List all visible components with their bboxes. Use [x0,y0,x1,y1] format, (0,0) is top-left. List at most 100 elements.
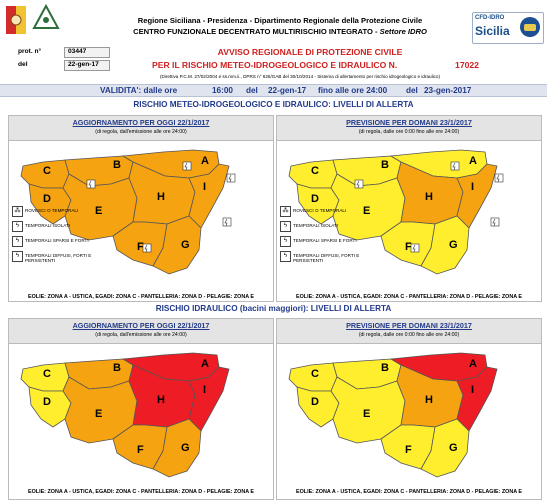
sicily-map-idro-today: A B C D E F G H I [20,352,230,478]
prot-value: 03447 [68,48,87,55]
zone-label-a: A [469,155,477,167]
rovesci-icon: ⁂ [12,206,23,217]
prot-label: prot. n° [18,48,42,55]
panel-footer: EOLIE: ZONA A - USTICA, EGADI: ZONA C - … [296,489,522,495]
logo-emblem-icon [520,17,540,37]
storm-icon [86,179,96,189]
avviso-number: 17022 [455,60,479,70]
sicily-map-idro-tomorrow: A B C D E F G H I [288,352,498,478]
del-label: del [18,61,28,68]
panel-subtitle: (di regola, dalle ore 0:00 fino alle ore… [358,129,460,135]
zone-label-d: D [43,193,51,205]
zone-label-h: H [157,394,165,406]
legend-item: ϟ TEMPORALI ISOLATI [280,219,372,234]
zone-label-i: I [471,384,474,396]
panel-meteo-tomorrow: PREVISIONE PER DOMANI 23/1/2017 (di rego… [276,115,542,302]
temporali-sparsi-icon: ϟ [12,236,23,247]
zone-i [456,163,498,229]
panel-title: AGGIORNAMENTO PER OGGI 22/1/2017 [72,321,210,330]
zone-label-e: E [95,408,102,420]
zone-label-b: B [381,159,389,171]
avviso-subtitle: PER IL RISCHIO METEO-IDROGEOLOGICO E IDR… [152,60,398,70]
validity-from-time: 16:00 [212,86,233,95]
panel-footer: EOLIE: ZONA A - USTICA, EGADI: ZONA C - … [28,489,254,495]
zone-i [456,366,498,432]
storm-icon [222,217,232,227]
panel-title: AGGIORNAMENTO PER OGGI 22/1/2017 [72,118,210,127]
cfd-idro-logo: CFD-IDRO Sicilia [472,12,544,44]
storm-icon [182,161,192,171]
zone-label-e: E [95,205,102,217]
zone-label-h: H [425,191,433,203]
storm-legend: ⁂ ROVESCI O TEMPORALI ϟ TEMPORALI ISOLATI … [12,204,104,264]
sicily-map-meteo-tomorrow: A B C D E F G H I [288,149,504,275]
temporali-isolati-icon: ϟ [280,221,291,232]
header-center: CENTRO FUNZIONALE DECENTRATO MULTIRISCHI… [133,27,427,36]
zone-label-f: F [405,241,412,253]
zone-label-g: G [449,442,458,454]
zone-i [188,366,230,432]
temporali-diffusi-icon: ϟ [12,251,23,262]
zone-label-c: C [43,165,51,177]
storm-icon [490,217,500,227]
validity-from-label: del [246,86,258,95]
legend-item: ⁂ ROVESCI O TEMPORALI [280,204,372,219]
validity-from-date: 22-gen-17 [268,86,307,95]
idraulico-section-title: RISCHIO IDRAULICO (bacini maggiori): LIV… [155,304,392,313]
zone-label-e: E [363,205,370,217]
directive-note: (Direttiva P.C.M. 27/02/2004 e ss.mm.ii.… [159,74,441,79]
zone-label-c: C [43,368,51,380]
legend-item: ϟ TEMPORALI ISOLATI [12,219,104,234]
legend-item: ⁂ ROVESCI O TEMPORALI [12,204,104,219]
zone-label-c: C [311,165,319,177]
zone-label-d: D [311,193,319,205]
zone-label-b: B [113,159,121,171]
panel-footer: EOLIE: ZONA A - USTICA, EGADI: ZONA C - … [28,294,254,300]
zone-label-b: B [381,362,389,374]
legend-item: ϟ TEMPORALI DIFFUSI, FORTI E PERSISTENTI [280,249,372,264]
zone-label-c: C [311,368,319,380]
zone-label-d: D [311,396,319,408]
panel-meteo-today: AGGIORNAMENTO PER OGGI 22/1/2017 (di reg… [8,115,274,302]
storm-legend: ⁂ ROVESCI O TEMPORALI ϟ TEMPORALI ISOLATI … [280,204,372,264]
zone-label-g: G [181,239,190,251]
validity-label: VALIDITA': dalle ore [100,86,178,95]
storm-icon [494,173,504,183]
panel-subtitle: (di regola, dall'emissione alle ore 24:0… [95,332,187,338]
storm-icon [142,243,152,253]
validity-to-label: fino alle ore 24:00 [318,86,388,95]
meteo-section-title: RISCHIO METEO-IDROGEOLOGICO E IDRAULICO:… [133,100,414,109]
zone-label-h: H [157,191,165,203]
panel-subtitle: (di regola, dalle ore 0:00 fino alle ore… [358,332,460,338]
zone-label-a: A [201,155,209,167]
zone-label-a: A [469,358,477,370]
storm-icon [226,173,236,183]
panel-title: PREVISIONE PER DOMANI 23/1/2017 [346,118,472,127]
zone-i [188,163,230,229]
zone-label-e: E [363,408,370,420]
zone-g [420,215,470,275]
zone-label-b: B [113,362,121,374]
zone-label-i: I [203,384,206,396]
temporali-sparsi-icon: ϟ [280,236,291,247]
zone-label-f: F [137,444,144,456]
zone-label-g: G [449,239,458,251]
legend-item: ϟ TEMPORALI SPARSI E FORTI [12,234,104,249]
zone-label-f: F [405,444,412,456]
del-box [64,60,110,71]
header-department: Regione Siciliana - Presidenza - Diparti… [137,16,423,25]
zone-label-g: G [181,442,190,454]
storm-icon [450,161,460,171]
zone-label-d: D [43,396,51,408]
zone-label-f: F [137,241,144,253]
panel-title: PREVISIONE PER DOMANI 23/1/2017 [346,321,472,330]
storm-icon [410,243,420,253]
avviso-title: AVVISO REGIONALE DI PROTEZIONE CIVILE [217,47,403,57]
zone-label-i: I [471,181,474,193]
panel-idro-tomorrow: PREVISIONE PER DOMANI 23/1/2017 (di rego… [276,318,542,500]
panel-subtitle: (di regola, dall'emissione alle ore 24:0… [95,129,187,135]
panel-footer: EOLIE: ZONA A - USTICA, EGADI: ZONA C - … [296,294,522,300]
rovesci-icon: ⁂ [280,206,291,217]
prot-box [64,47,110,58]
panel-idro-today: AGGIORNAMENTO PER OGGI 22/1/2017 (di reg… [8,318,274,500]
